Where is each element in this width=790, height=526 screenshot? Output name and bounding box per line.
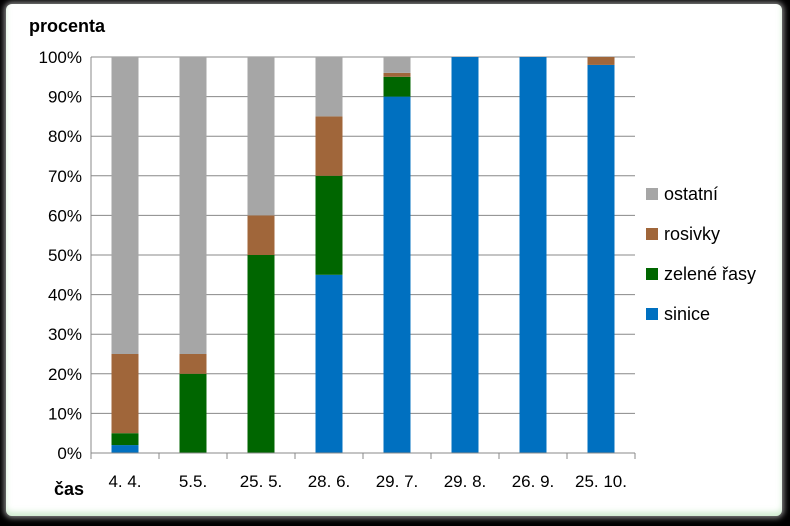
y-axis-title: procenta [29,16,106,36]
bar-segment [451,57,479,453]
y-tick-label: 0% [57,444,82,463]
bar-segment [179,354,207,374]
x-axis-ticks: 4. 4. 5.5. 25. 5. 28. 6. 29. 7. 29. 8. 26. 9. 2… [108,472,627,491]
bar-segment [247,215,275,255]
x-tick-label: 29. 8. [444,472,487,491]
y-tick-label: 20% [48,365,82,384]
bar-segment [179,57,207,354]
bar-segment [315,175,343,275]
legend: ostatní rosivky zelené řasy sinice [646,184,756,324]
bar-segment [247,57,275,216]
x-tick-label: 5.5. [179,472,207,491]
bar-segment [315,116,343,176]
x-tick-label: 28. 6. [308,472,351,491]
bars [111,57,615,454]
x-tick-label: 25. 10. [575,472,627,491]
legend-swatch [646,228,658,240]
y-tick-label: 80% [48,127,82,146]
y-tick-label: 70% [48,167,82,186]
y-tick-label: 100% [39,48,82,67]
bar-segment [111,57,139,354]
y-tick-label: 40% [48,286,82,305]
bar-segment [315,274,343,453]
x-tick-label: 29. 7. [376,472,419,491]
bar-segment [587,57,615,65]
bar-segment [111,445,139,453]
y-tick-label: 30% [48,325,82,344]
legend-label: sinice [664,304,710,324]
legend-swatch [646,188,658,200]
bar-segment [383,72,411,77]
y-tick-label: 90% [48,88,82,107]
bar-segment [383,76,411,97]
legend-label: rosivky [664,224,720,244]
gridlines [91,56,635,454]
stacked-bar-chart: procenta čas 0% 10% 20% 30% 40% 50% 60% 70% 80% 9… [29,16,756,499]
bar-segment [519,57,547,453]
chart-panel: procenta čas 0% 10% 20% 30% 40% 50% 60% 70% 80% 9… [6,4,782,516]
legend-swatch [646,308,658,320]
bar-segment [111,433,139,446]
y-tick-label: 60% [48,206,82,225]
bar-segment [247,255,275,453]
bar-segment [383,96,411,453]
bar-segment [383,57,411,73]
x-tick-label: 4. 4. [108,472,141,491]
legend-label: zelené řasy [664,264,756,284]
y-axis-ticks: 0% 10% 20% 30% 40% 50% 60% 70% 80% 90% 100% [39,48,82,463]
legend-label: ostatní [664,184,718,204]
axes [90,57,636,459]
x-tick-label: 26. 9. [512,472,555,491]
bar-segment [179,373,207,453]
x-axis-title: čas [54,479,84,499]
y-tick-label: 10% [48,404,82,423]
y-tick-label: 50% [48,246,82,265]
legend-swatch [646,268,658,280]
bar-segment [111,354,139,434]
x-tick-label: 25. 5. [240,472,283,491]
bar-segment [315,57,343,117]
bar-segment [587,64,615,454]
